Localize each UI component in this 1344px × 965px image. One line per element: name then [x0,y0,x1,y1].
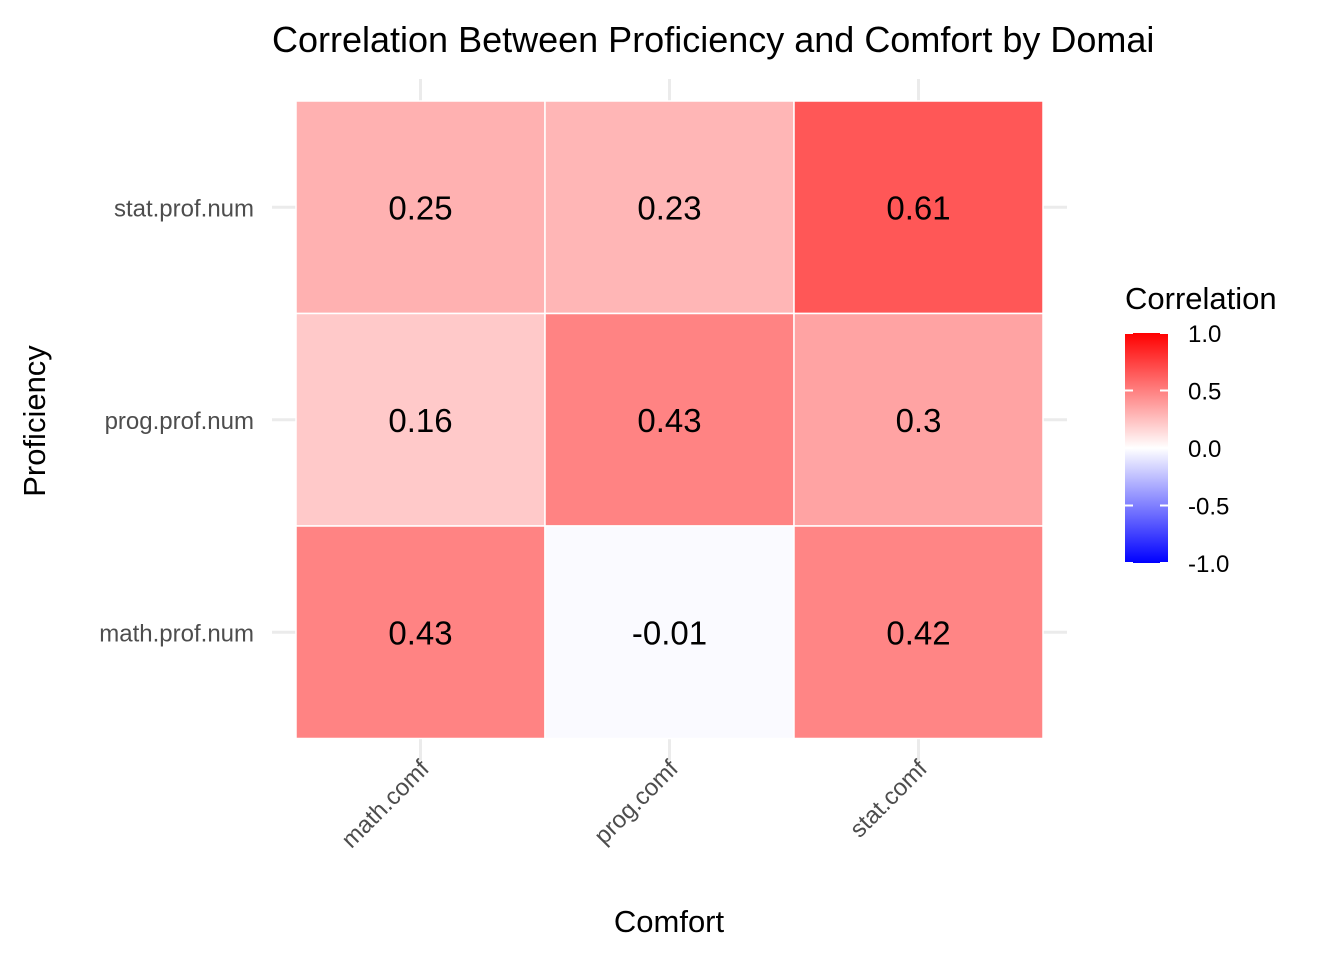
heatmap-cell [544,525,795,740]
heatmap-cell [295,525,546,740]
legend-tick-label: -1.0 [1188,551,1229,578]
heatmap-cell [544,312,795,527]
x-tick-label: math.comf [336,755,435,854]
cell-labels: 0.25 0.23 0.61 0.16 0.43 0.3 0.43 -0.01 0.42 [388,189,950,651]
heatmap-cell [793,100,1044,315]
cell-value-label: -0.01 [632,614,707,651]
cell-value-label: 0.42 [886,614,950,651]
y-tick-label: math.prof.num [99,620,254,647]
legend-tick-label: 0.5 [1188,379,1221,406]
heatmap-cell [295,312,546,527]
cell-value-label: 0.3 [896,402,942,439]
y-axis-title: Proficiency [17,345,52,497]
legend-title: Correlation [1125,281,1277,316]
cell-value-label: 0.43 [637,402,701,439]
x-tick-label: stat.comf [845,755,933,843]
legend-tick-label: 0.0 [1188,436,1221,463]
cell-value-label: 0.43 [388,614,452,651]
cell-value-label: 0.25 [388,189,452,226]
x-tick-label: prog.comf [589,755,684,850]
chart-title: Correlation Between Proficiency and Comf… [272,19,1154,60]
legend: Correlation 1.0 0.5 0.0 -0.5 -1.0 [1125,281,1277,578]
legend-tick-label: 1.0 [1188,321,1221,348]
cell-value-label: 0.16 [388,402,452,439]
legend-tick-label: -0.5 [1188,494,1229,521]
x-axis-title: Comfort [614,904,725,939]
cell-value-label: 0.23 [637,189,701,226]
cell-value-label: 0.61 [886,189,950,226]
y-tick-label: prog.prof.num [105,408,254,435]
heatmap-cells [295,100,1044,740]
heatmap-cell [793,525,1044,740]
heatmap-cell [793,312,1044,527]
y-tick-label: stat.prof.num [114,195,254,222]
